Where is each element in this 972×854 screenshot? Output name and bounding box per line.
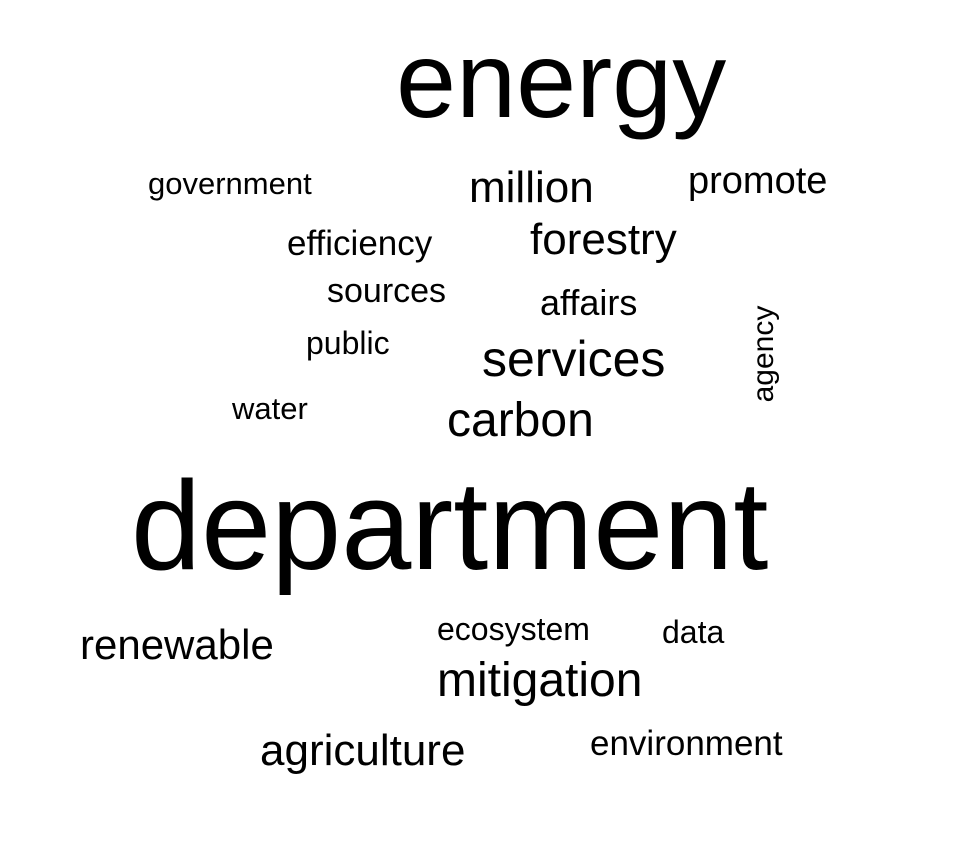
word-mitigation: mitigation	[437, 654, 643, 707]
word-promote: promote	[688, 160, 828, 202]
word-energy: energy	[396, 19, 727, 140]
word-forestry: forestry	[530, 215, 677, 264]
word-renewable: renewable	[80, 621, 274, 668]
word-environment: environment	[590, 724, 783, 763]
word-government: government	[148, 166, 312, 201]
word-carbon: carbon	[447, 394, 594, 447]
word-million: million	[469, 163, 594, 212]
word-data: data	[662, 614, 725, 650]
word-affairs: affairs	[540, 282, 638, 323]
word-agriculture: agriculture	[260, 726, 466, 775]
word-water: water	[232, 391, 308, 426]
word-sources: sources	[327, 272, 447, 310]
word-agency: agency	[747, 305, 780, 403]
word-ecosystem: ecosystem	[437, 611, 590, 647]
word-efficiency: efficiency	[287, 224, 433, 263]
word-public: public	[306, 325, 390, 361]
word-services: services	[482, 331, 666, 387]
word-department: department	[131, 455, 769, 596]
